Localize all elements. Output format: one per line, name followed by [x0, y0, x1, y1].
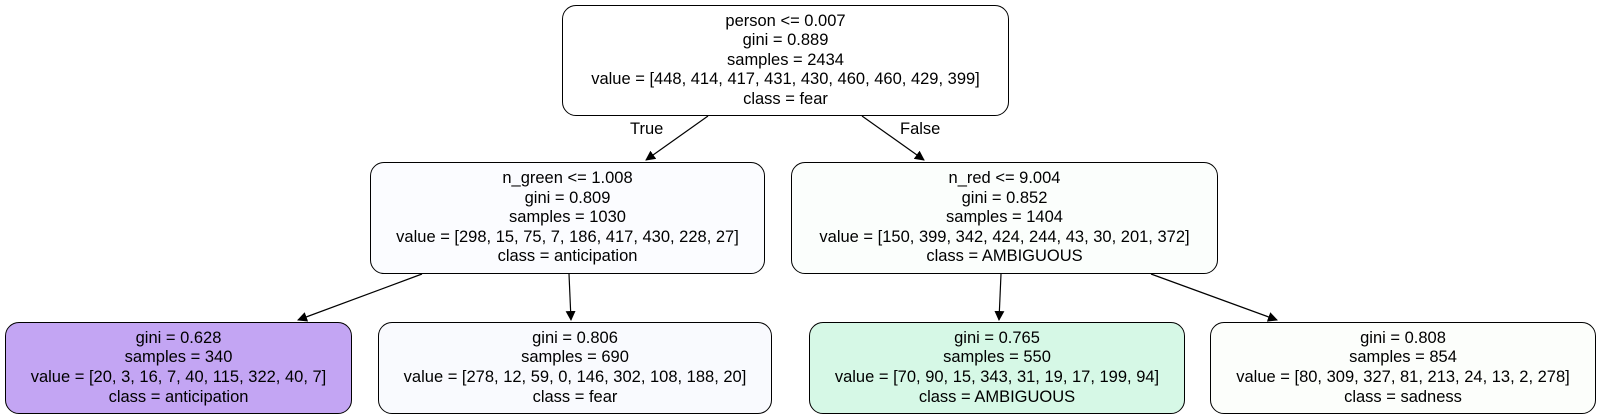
node-leaf-ll: gini = 0.628 samples = 340 value = [20, …: [5, 322, 352, 414]
node-samples: samples = 854: [1349, 348, 1457, 367]
node-root: person <= 0.007 gini = 0.889 samples = 2…: [562, 5, 1009, 116]
node-samples: samples = 1404: [946, 208, 1063, 227]
node-class: class = AMBIGUOUS: [926, 247, 1083, 266]
node-samples: samples = 550: [943, 348, 1051, 367]
edge-right-leaf-rr: [1150, 273, 1278, 322]
node-leaf-rl: gini = 0.765 samples = 550 value = [70, …: [809, 322, 1185, 414]
node-value: value = [278, 12, 59, 0, 146, 302, 108, …: [403, 368, 747, 386]
node-value: value = [20, 3, 16, 7, 40, 115, 322, 40,…: [30, 368, 327, 386]
node-gini: gini = 0.806: [532, 328, 618, 347]
node-class: class = sadness: [1344, 387, 1462, 406]
node-condition: n_green <= 1.008: [502, 169, 633, 188]
node-gini: gini = 0.889: [742, 31, 829, 50]
node-class: class = fear: [743, 89, 828, 108]
node-condition: person <= 0.007: [725, 11, 846, 30]
node-right: n_red <= 9.004 gini = 0.852 samples = 14…: [791, 162, 1218, 274]
node-gini: gini = 0.852: [961, 188, 1048, 207]
node-leaf-lr: gini = 0.806 samples = 690 value = [278,…: [378, 322, 772, 414]
node-gini: gini = 0.628: [135, 328, 222, 347]
node-samples: samples = 340: [124, 348, 233, 367]
node-samples: samples = 2434: [727, 50, 844, 69]
edge-left-leaf-ll: [297, 273, 423, 322]
node-left: n_green <= 1.008 gini = 0.809 samples = …: [370, 162, 765, 274]
node-leaf-rr: gini = 0.808 samples = 854 value = [80, …: [1210, 322, 1596, 414]
edge-right-leaf-rl: [994, 273, 1005, 321]
node-value: value = [448, 414, 417, 431, 430, 460, 4…: [591, 70, 980, 89]
node-value: value = [298, 15, 75, 7, 186, 417, 430, …: [396, 227, 739, 246]
node-samples: samples = 690: [521, 348, 629, 367]
node-condition: n_red <= 9.004: [948, 169, 1061, 188]
node-gini: gini = 0.808: [1360, 328, 1446, 347]
node-class: class = anticipation: [108, 387, 249, 406]
node-class: class = fear: [532, 387, 618, 406]
node-samples: samples = 1030: [509, 208, 626, 227]
edge-left-leaf-lr: [565, 273, 576, 321]
node-gini: gini = 0.765: [954, 328, 1040, 347]
node-gini: gini = 0.809: [524, 188, 611, 207]
node-value: value = [80, 309, 327, 81, 213, 24, 13, …: [1236, 368, 1570, 386]
node-class: class = AMBIGUOUS: [918, 387, 1076, 406]
edge-root-right: [861, 115, 925, 161]
node-value: value = [70, 90, 15, 343, 31, 19, 17, 19…: [834, 368, 1160, 386]
node-value: value = [150, 399, 342, 424, 244, 43, 30…: [819, 227, 1190, 246]
edge-label-false: False: [900, 120, 941, 138]
node-class: class = anticipation: [497, 247, 638, 266]
edge-label-true: True: [630, 120, 664, 138]
edge-root-left: [645, 115, 709, 161]
